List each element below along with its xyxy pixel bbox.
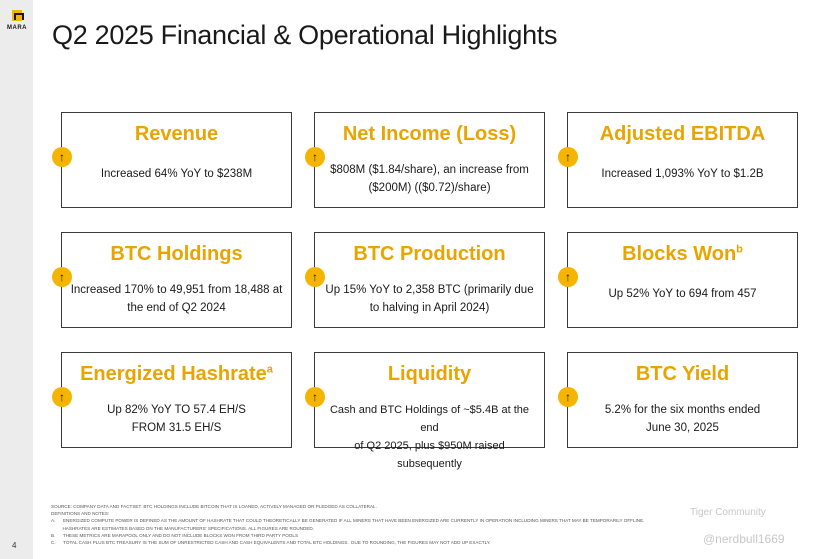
card-title: BTC Production (353, 243, 506, 265)
footnote-line: A. Energized compute power is defined as… (51, 518, 645, 524)
footnote-marker: b (736, 243, 743, 256)
footnote-marker: a (266, 363, 273, 376)
sidebar: MARA 4 (0, 0, 33, 559)
mara-logo: MARA (6, 10, 28, 31)
card-body-line: Increased 170% to 49,951 from 18,488 at (70, 284, 283, 296)
card-btc-holdings: ↑ BTC Holdings Increased 170% to 49,951 … (52, 232, 292, 328)
card-blocks-won: ↑ Blocks Wonb Up 52% YoY to 694 from 457 (558, 232, 798, 328)
up-arrow-icon: ↑ (558, 267, 578, 287)
mara-logo-icon (12, 10, 24, 21)
card-body: Up 82% YoY TO 57.4 EH/S FROM 31.5 EH/S (68, 401, 285, 437)
card-revenue: ↑ Revenue Increased 64% YoY to $238M (52, 112, 292, 208)
card-title: BTC Yield (635, 363, 730, 385)
card-body: Increased 170% to 49,951 from 18,488 at … (68, 281, 285, 317)
up-arrow-icon: ↑ (52, 267, 72, 287)
footnote-line: Definitions and notes: (51, 511, 110, 517)
card-body: Up 52% YoY to 694 from 457 (608, 288, 757, 300)
up-arrow-icon: ↑ (558, 147, 578, 167)
card-title: Energized Hashratea (62, 363, 291, 386)
card-title-text: Energized Hashrate (80, 363, 267, 385)
up-arrow-icon: ↑ (52, 387, 72, 407)
card-body-line: Cash and BTC Holdings of ~$5.4B at the e… (329, 404, 530, 434)
card-body: $808M ($1.84/share), an increase from ($… (321, 161, 538, 197)
card-body-line: to halving in April 2024) (369, 302, 490, 314)
up-arrow-icon: ↑ (52, 147, 72, 167)
footnote-line: B. These metrics are MARAPool only and d… (51, 532, 299, 538)
up-arrow-icon: ↑ (558, 387, 578, 407)
watermark-community: Tiger Community (690, 507, 766, 518)
card-title: Net Income (Loss) (342, 123, 517, 145)
footnotes: Source: Company data and FactSet. BTC ho… (51, 503, 771, 546)
footnote-line: Hashrates are estimates based on the man… (51, 525, 315, 531)
card-btc-production: ↑ BTC Production Up 15% YoY to 2,358 BTC… (305, 232, 545, 328)
card-title: Revenue (134, 123, 219, 145)
card-body-line: $808M ($1.84/share), an increase from (330, 164, 529, 176)
page-title: Q2 2025 Financial & Operational Highligh… (52, 20, 558, 50)
up-arrow-icon: ↑ (305, 387, 325, 407)
card-title: Blocks Wonb (568, 243, 797, 266)
page-number: 4 (12, 541, 17, 550)
footnote-line: Source: Company data and FactSet. BTC ho… (51, 504, 377, 509)
card-title: Adjusted EBITDA (599, 123, 766, 145)
card-body-line: the end of Q2 2024 (127, 302, 226, 314)
card-body-line: ($200M) (($0.72)/share) (368, 182, 491, 194)
card-title: Liquidity (387, 363, 472, 385)
card-body-line: Up 15% YoY to 2,358 BTC (primarily due (325, 284, 534, 296)
card-title: BTC Holdings (110, 243, 243, 265)
card-body-line: Up 82% YoY TO 57.4 EH/S (107, 404, 246, 416)
card-body: 5.2% for the six months ended June 30, 2… (574, 401, 791, 437)
card-liquidity: ↑ Liquidity Cash and BTC Holdings of ~$5… (305, 352, 545, 470)
logo-text: MARA (7, 25, 27, 31)
up-arrow-icon: ↑ (305, 147, 325, 167)
card-body-line: 5.2% for the six months ended (604, 404, 761, 416)
card-btc-yield: ↑ BTC Yield 5.2% for the six months ende… (558, 352, 798, 448)
card-title-text: Blocks Won (622, 243, 737, 265)
card-body: Up 15% YoY to 2,358 BTC (primarily due t… (321, 281, 538, 317)
card-body: Increased 64% YoY to $238M (100, 168, 253, 180)
card-energized-hashrate: ↑ Energized Hashratea Up 82% YoY TO 57.4… (52, 352, 292, 448)
card-body-line: of Q2 2025, plus $950M raised subsequent… (354, 440, 505, 470)
footnote-line: C. Total cash plus BTC treasury is the s… (51, 540, 491, 546)
up-arrow-icon: ↑ (305, 267, 325, 287)
card-adjusted-ebitda: ↑ Adjusted EBITDA Increased 1,093% YoY t… (558, 112, 798, 208)
card-body: Cash and BTC Holdings of ~$5.4B at the e… (321, 401, 538, 473)
card-body: Increased 1,093% YoY to $1.2B (601, 168, 764, 180)
card-net-income: ↑ Net Income (Loss) $808M ($1.84/share),… (305, 112, 545, 208)
watermark-handle: @nerdbull1669 (703, 532, 785, 546)
card-body-line: FROM 31.5 EH/S (131, 422, 222, 434)
card-body-line: June 30, 2025 (646, 422, 719, 434)
